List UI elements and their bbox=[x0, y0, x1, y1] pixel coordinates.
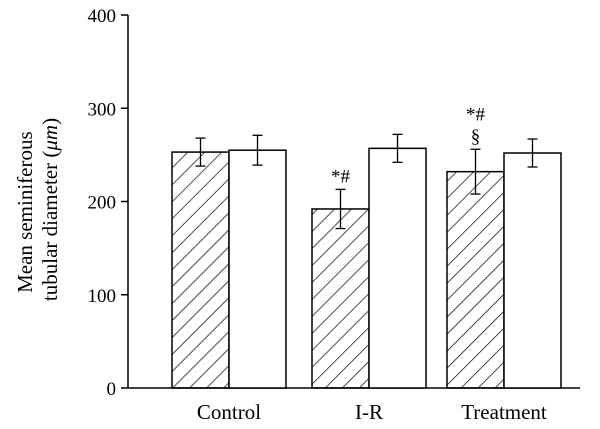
y-axis-title-unit: μm bbox=[38, 125, 62, 152]
y-tick-label: 400 bbox=[88, 6, 117, 27]
y-axis-title-prefix: tubular diameter ( bbox=[38, 151, 62, 301]
bar-i-r-series-2 bbox=[368, 147, 427, 389]
y-tick-label: 100 bbox=[88, 286, 117, 307]
bar-treatment-series-2 bbox=[503, 152, 562, 389]
x-tick-label: Control bbox=[197, 400, 261, 424]
y-axis-title-suffix: ) bbox=[38, 118, 62, 125]
y-tick-label: 200 bbox=[88, 193, 117, 214]
x-tick-label: I-R bbox=[355, 400, 383, 424]
bar-i-r-series-1 bbox=[311, 208, 370, 389]
x-tick-label: Treatment bbox=[461, 400, 547, 424]
bar-treatment-series-1 bbox=[446, 170, 505, 389]
y-tick-label: 0 bbox=[107, 379, 117, 400]
significance-marker: *# bbox=[466, 104, 486, 125]
significance-marker: *# bbox=[331, 166, 351, 187]
y-tick-label: 300 bbox=[88, 99, 117, 120]
y-axis-title-line2: tubular diameter (μm) bbox=[38, 118, 62, 301]
bar-control-series-1 bbox=[171, 151, 230, 389]
y-axis-title: Mean seminiferous tubular diameter (μm) bbox=[13, 118, 62, 301]
significance-marker: § bbox=[471, 126, 481, 147]
y-axis-title-line1: Mean seminiferous bbox=[13, 131, 37, 293]
bar-control-series-2 bbox=[228, 149, 287, 389]
